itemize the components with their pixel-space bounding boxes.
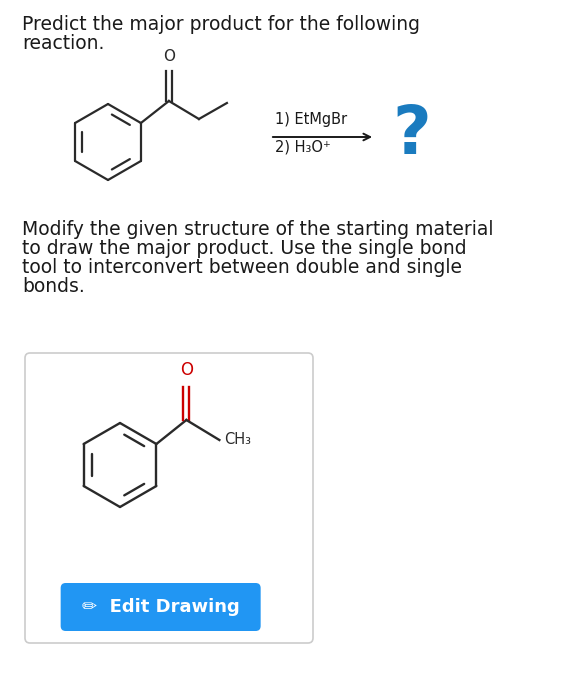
Text: Modify the given structure of the starting material: Modify the given structure of the starti… bbox=[22, 220, 494, 239]
Text: ?: ? bbox=[392, 102, 431, 168]
FancyBboxPatch shape bbox=[25, 353, 313, 643]
Text: to draw the major product. Use the single bond: to draw the major product. Use the singl… bbox=[22, 239, 467, 258]
Text: bonds.: bonds. bbox=[22, 277, 85, 296]
Text: 1) EtMgBr: 1) EtMgBr bbox=[275, 112, 347, 127]
Text: O: O bbox=[163, 49, 175, 64]
Text: ✏  Edit Drawing: ✏ Edit Drawing bbox=[82, 598, 240, 616]
Text: O: O bbox=[180, 361, 193, 379]
Text: reaction.: reaction. bbox=[22, 34, 104, 53]
Text: tool to interconvert between double and single: tool to interconvert between double and … bbox=[22, 258, 462, 277]
FancyBboxPatch shape bbox=[60, 583, 261, 631]
Text: CH₃: CH₃ bbox=[225, 431, 251, 447]
Text: Predict the major product for the following: Predict the major product for the follow… bbox=[22, 15, 420, 34]
Text: 2) H₃O⁺: 2) H₃O⁺ bbox=[275, 140, 331, 155]
